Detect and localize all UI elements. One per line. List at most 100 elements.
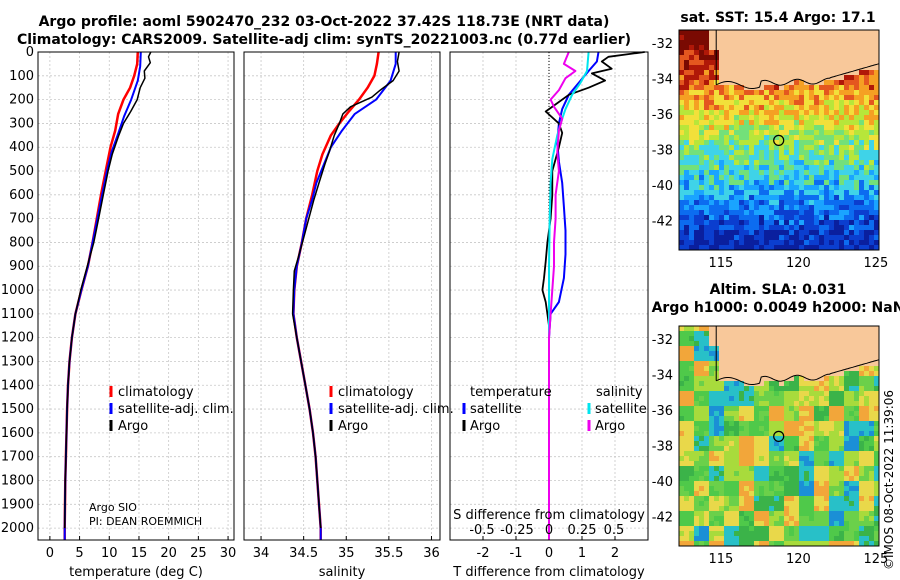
map-cell: [684, 30, 689, 35]
map-cell: [749, 120, 754, 125]
map-cell: [854, 110, 859, 115]
map-cell: [794, 110, 799, 115]
map-cell: [764, 446, 769, 451]
map-cell: [729, 521, 734, 526]
map-cell: [859, 115, 864, 120]
map-cell: [839, 150, 844, 155]
map-cell: [714, 421, 719, 426]
map-cell: [754, 486, 759, 491]
map-cell: [809, 75, 814, 80]
map-cell: [779, 220, 784, 225]
map-cell: [739, 541, 744, 546]
map-cell: [699, 516, 704, 521]
map-cell: [789, 150, 794, 155]
map-cell: [694, 235, 699, 240]
map-cell: [714, 441, 719, 446]
map-cell: [734, 55, 739, 60]
map-cell: [794, 115, 799, 120]
map-cell: [854, 541, 859, 546]
map-cell: [729, 35, 734, 40]
map-cell: [734, 421, 739, 426]
map-cell: [809, 70, 814, 75]
map-cell: [859, 381, 864, 386]
map-cell: [739, 341, 744, 346]
map-cell: [754, 220, 759, 225]
map-cell: [824, 456, 829, 461]
map-cell: [714, 516, 719, 521]
map-cell: [704, 30, 709, 35]
map-cell: [779, 531, 784, 536]
map-cell: [859, 331, 864, 336]
map-cell: [874, 496, 879, 501]
map-cell: [724, 361, 729, 366]
map-cell: [764, 80, 769, 85]
map-cell: [694, 85, 699, 90]
map-cell: [719, 200, 724, 205]
map-cell: [729, 361, 734, 366]
map-cell: [834, 45, 839, 50]
map-cell: [704, 356, 709, 361]
map-cell: [804, 125, 809, 130]
map-cell: [729, 501, 734, 506]
map-cell: [854, 165, 859, 170]
map-cell: [769, 451, 774, 456]
map-cell: [699, 205, 704, 210]
map-cell: [834, 185, 839, 190]
map-cell: [824, 506, 829, 511]
map-cell: [719, 130, 724, 135]
map-cell: [849, 50, 854, 55]
map-cell: [774, 481, 779, 486]
lat-tick-label: -40: [652, 179, 673, 194]
map-cell: [759, 80, 764, 85]
map-cell: [859, 536, 864, 541]
map-cell: [874, 125, 879, 130]
map-cell: [844, 230, 849, 235]
map-cell: [759, 110, 764, 115]
map-cell: [694, 366, 699, 371]
map-cell: [819, 180, 824, 185]
map-cell: [819, 521, 824, 526]
map-cell: [749, 481, 754, 486]
map-cell: [744, 60, 749, 65]
map-cell: [789, 50, 794, 55]
map-cell: [684, 200, 689, 205]
map-cell: [844, 506, 849, 511]
map-cell: [729, 195, 734, 200]
map-cell: [784, 105, 789, 110]
map-cell: [859, 35, 864, 40]
map-cell: [784, 541, 789, 546]
map-cell: [774, 155, 779, 160]
map-cell: [744, 155, 749, 160]
map-cell: [679, 50, 684, 55]
map-cell: [704, 491, 709, 496]
map-cell: [709, 205, 714, 210]
map-cell: [734, 235, 739, 240]
map-cell: [699, 90, 704, 95]
map-cell: [849, 341, 854, 346]
map-cell: [854, 85, 859, 90]
map-cell: [684, 521, 689, 526]
lat-tick-label: -38: [652, 144, 673, 159]
map-cell: [784, 210, 789, 215]
map-cell: [824, 401, 829, 406]
map-cell: [854, 215, 859, 220]
map-cell: [719, 406, 724, 411]
map-cell: [859, 125, 864, 130]
map-cell: [729, 75, 734, 80]
map-cell: [849, 85, 854, 90]
map-cell: [844, 441, 849, 446]
map-cell: [704, 411, 709, 416]
map-cell: [834, 451, 839, 456]
map-cell: [749, 371, 754, 376]
map-cell: [749, 240, 754, 245]
map-cell: [779, 245, 784, 250]
legend-sal-satellite-label: satellite: [595, 402, 647, 417]
map-cell: [869, 421, 874, 426]
map-cell: [769, 225, 774, 230]
map-cell: [834, 245, 839, 250]
map-cell: [704, 125, 709, 130]
map-cell: [744, 436, 749, 441]
map-cell: [824, 421, 829, 426]
series-line-climatology: [292, 51, 380, 540]
map-cell: [864, 235, 869, 240]
